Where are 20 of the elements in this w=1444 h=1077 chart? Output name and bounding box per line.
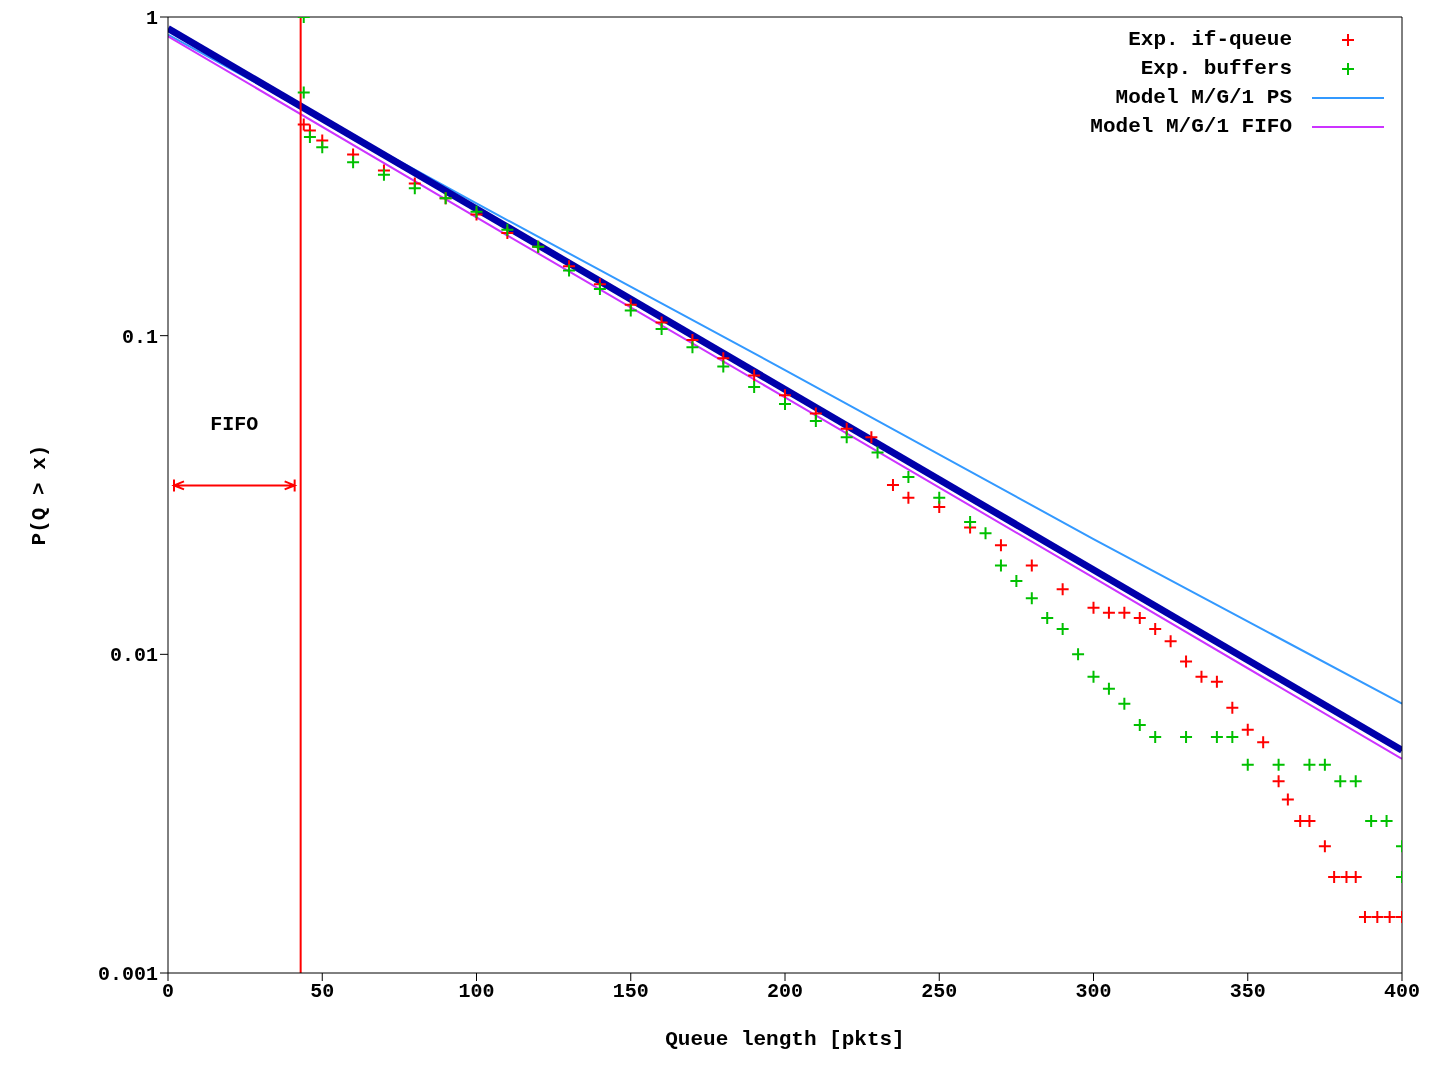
y-tick-label: 1 [145, 7, 158, 31]
x-axis-title: Queue length [pkts] [665, 1028, 905, 1051]
y-tick-label: 0.001 [97, 963, 158, 987]
x-tick-label: 400 [1383, 980, 1421, 1004]
x-tick-label: 250 [921, 980, 958, 1004]
x-tick-label: 50 [310, 980, 335, 1004]
legend-label: Model M/G/1 PS [1115, 86, 1292, 109]
legend-label: Exp. if-queue [1128, 28, 1292, 51]
y-tick-label: 0.1 [121, 325, 158, 349]
x-tick-label: 100 [458, 980, 495, 1004]
annotation: FIFO [210, 413, 259, 437]
x-tick-label: 150 [612, 980, 649, 1004]
legend-label: Exp. buffers [1140, 57, 1292, 80]
x-tick-label: 300 [1075, 980, 1112, 1004]
legend-label: Model M/G/1 FIFO [1090, 115, 1292, 138]
y-axis-title: P(Q > x) [28, 444, 52, 546]
x-tick-label: 350 [1229, 980, 1266, 1004]
y-tick-label: 0.01 [109, 644, 158, 668]
x-tick-label: 0 [161, 980, 175, 1004]
x-tick-label: 200 [766, 980, 804, 1004]
